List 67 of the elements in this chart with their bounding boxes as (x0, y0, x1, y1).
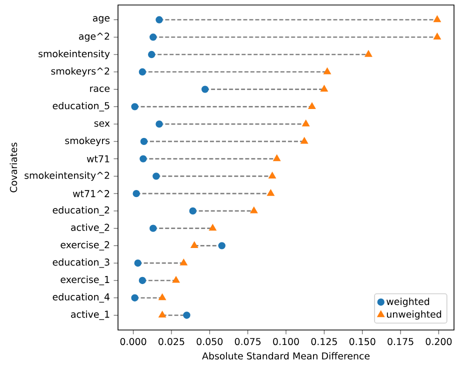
point (302, 120, 310, 126)
legend-label: weighted (386, 298, 430, 307)
point (150, 224, 157, 232)
point (183, 312, 190, 319)
point (300, 137, 308, 144)
point (267, 189, 274, 196)
y-tick-label: education_5 (52, 102, 110, 112)
point (320, 85, 328, 92)
y-tick-label: exercise_2 (60, 241, 110, 250)
point (152, 172, 160, 180)
y-tick-label: education_2 (52, 206, 110, 216)
y-axis-title: Covariates (10, 142, 18, 192)
point (150, 34, 157, 41)
y-tick-label: race (90, 86, 110, 92)
x-tick-label: 0.150 (349, 338, 376, 346)
point (158, 311, 166, 318)
point (268, 172, 276, 178)
y-tick-label: wt71^2 (72, 190, 110, 198)
y-tick-label: education_3 (52, 258, 110, 268)
x-tick-label: 0.125 (311, 338, 337, 346)
x-tick-label: 0.050 (196, 338, 223, 346)
point (364, 50, 372, 57)
point (132, 190, 140, 198)
point (190, 242, 198, 248)
point (273, 154, 281, 162)
x-tick-label: 0.000 (120, 338, 146, 346)
point (189, 207, 196, 215)
point (308, 102, 316, 109)
point (434, 32, 441, 40)
point (138, 276, 146, 284)
y-tick-label: smokeintensity^2 (24, 172, 110, 181)
x-tick-label: 0.200 (426, 338, 452, 346)
point (131, 294, 138, 302)
y-tick-label: education_4 (52, 293, 110, 303)
y-tick-label: active_1 (71, 310, 110, 320)
point (140, 155, 147, 162)
point (201, 86, 209, 93)
point (209, 224, 216, 231)
point (134, 259, 142, 267)
point (324, 68, 331, 74)
point (250, 206, 258, 214)
y-tick-label: wt71 (86, 155, 110, 162)
point (156, 16, 163, 24)
point (218, 242, 226, 250)
legend-label: unweighted (386, 310, 442, 320)
y-tick-label: age^2 (79, 32, 110, 42)
x-tick-label: 0.075 (234, 338, 261, 346)
x-axis-title: Absolute Standard Mean Difference (202, 352, 370, 360)
point (138, 68, 146, 76)
point (156, 120, 163, 128)
y-tick-label: smokeintensity (38, 50, 110, 60)
point (148, 50, 156, 58)
y-tick-label: sex (94, 121, 110, 127)
y-tick-label: active_2 (71, 224, 110, 234)
y-tick-label: smokeyrs (65, 136, 110, 146)
point (140, 138, 148, 146)
point (180, 258, 188, 266)
y-tick-label: exercise_1 (60, 276, 110, 286)
x-tick-label: 0.175 (388, 338, 414, 346)
point (158, 294, 166, 300)
point (434, 16, 441, 22)
x-tick-label: 0.025 (158, 338, 184, 346)
y-tick-label: age (92, 16, 110, 24)
point (131, 103, 138, 110)
x-tick-label: 0.100 (273, 338, 299, 346)
y-tick-label: smokeyrs^2 (51, 67, 110, 76)
point (172, 276, 180, 283)
